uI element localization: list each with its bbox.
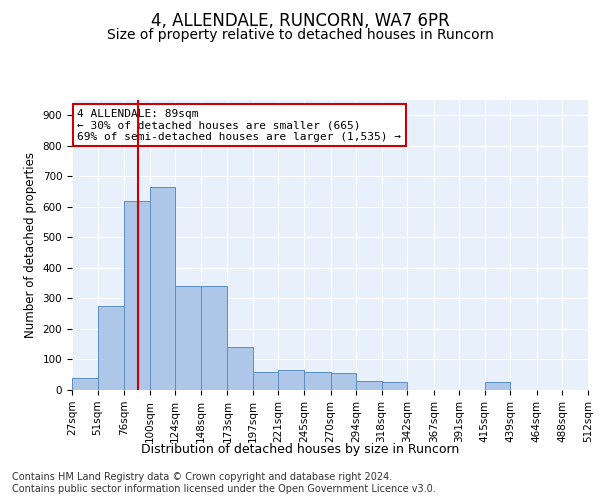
- Y-axis label: Number of detached properties: Number of detached properties: [24, 152, 37, 338]
- Text: 4, ALLENDALE, RUNCORN, WA7 6PR: 4, ALLENDALE, RUNCORN, WA7 6PR: [151, 12, 449, 30]
- Bar: [175, 286, 201, 390]
- Text: Contains public sector information licensed under the Open Government Licence v3: Contains public sector information licen…: [12, 484, 436, 494]
- Bar: [98, 306, 124, 390]
- Text: 4 ALLENDALE: 89sqm
← 30% of detached houses are smaller (665)
69% of semi-detach: 4 ALLENDALE: 89sqm ← 30% of detached hou…: [77, 108, 401, 142]
- Bar: [278, 370, 304, 390]
- Text: Size of property relative to detached houses in Runcorn: Size of property relative to detached ho…: [107, 28, 493, 42]
- Bar: [356, 381, 382, 390]
- Bar: [201, 286, 227, 390]
- Bar: [253, 372, 278, 390]
- Bar: [382, 382, 407, 390]
- Text: Distribution of detached houses by size in Runcorn: Distribution of detached houses by size …: [141, 442, 459, 456]
- Bar: [149, 187, 175, 390]
- Bar: [485, 382, 511, 390]
- Bar: [331, 373, 356, 390]
- Text: Contains HM Land Registry data © Crown copyright and database right 2024.: Contains HM Land Registry data © Crown c…: [12, 472, 392, 482]
- Bar: [227, 348, 253, 390]
- Bar: [124, 200, 149, 390]
- Bar: [304, 372, 331, 390]
- Bar: [72, 378, 98, 390]
